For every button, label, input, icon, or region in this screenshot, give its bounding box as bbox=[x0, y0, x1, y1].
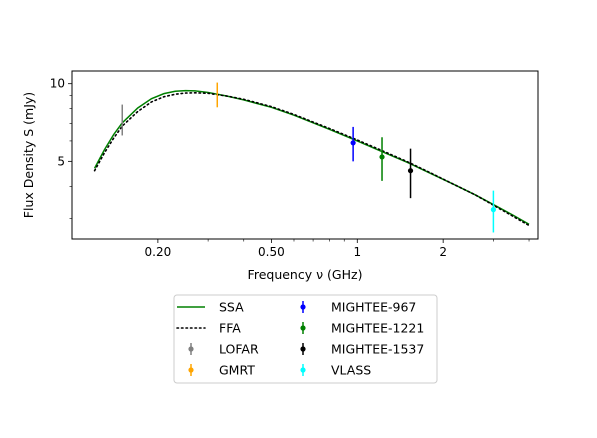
legend-entry-lofar: LOFAR bbox=[188, 342, 259, 357]
x-tick-label: 1 bbox=[353, 245, 361, 259]
x-axis-label: Frequency ν (GHz) bbox=[248, 267, 363, 282]
legend-label: VLASS bbox=[331, 363, 371, 378]
legend-entry-ffa: FFA bbox=[176, 321, 241, 336]
data-point-mightee-1537 bbox=[407, 148, 414, 199]
axes-frame bbox=[71, 70, 539, 240]
data-point-mightee-967 bbox=[350, 126, 356, 162]
y-tick-label: 10 bbox=[50, 77, 65, 91]
data-point-vlass bbox=[490, 190, 496, 233]
series-line-ffa bbox=[93, 91, 530, 227]
y-tick-label: 5 bbox=[57, 154, 65, 168]
legend-label: MIGHTEE-1221 bbox=[331, 321, 424, 336]
legend-label: MIGHTEE-1537 bbox=[331, 342, 424, 357]
x-tick-label: 0.20 bbox=[145, 245, 172, 259]
legend-label: MIGHTEE-967 bbox=[331, 300, 416, 315]
legend-entry-vlass: VLASS bbox=[300, 363, 371, 378]
y-axis-label: Flux Density S (mJy) bbox=[21, 92, 36, 218]
legend-label: LOFAR bbox=[219, 342, 259, 357]
legend-box bbox=[173, 294, 438, 384]
legend: SSA FFA LOFAR GMRT MIGHTEE-967 MIGHTEE-1221 MI… bbox=[173, 294, 438, 384]
x-tick-label: 0.50 bbox=[258, 245, 285, 259]
legend-label: GMRT bbox=[219, 363, 255, 378]
legend-label: SSA bbox=[219, 300, 244, 315]
axis-ticks: 0.20 0.50 1 2 5 10 bbox=[50, 77, 530, 259]
legend-entry-mightee-967: MIGHTEE-967 bbox=[300, 300, 416, 315]
data-point-mightee-1221 bbox=[379, 137, 385, 181]
plot-area bbox=[93, 82, 530, 233]
legend-entry-mightee-1537: MIGHTEE-1537 bbox=[300, 342, 424, 357]
legend-entry-mightee-1221: MIGHTEE-1221 bbox=[300, 321, 424, 336]
legend-entry-gmrt: GMRT bbox=[188, 363, 255, 378]
legend-label: FFA bbox=[219, 321, 241, 336]
legend-entry-ssa: SSA bbox=[177, 300, 244, 315]
series-line-ssa bbox=[93, 89, 530, 225]
x-tick-label: 2 bbox=[439, 245, 447, 259]
